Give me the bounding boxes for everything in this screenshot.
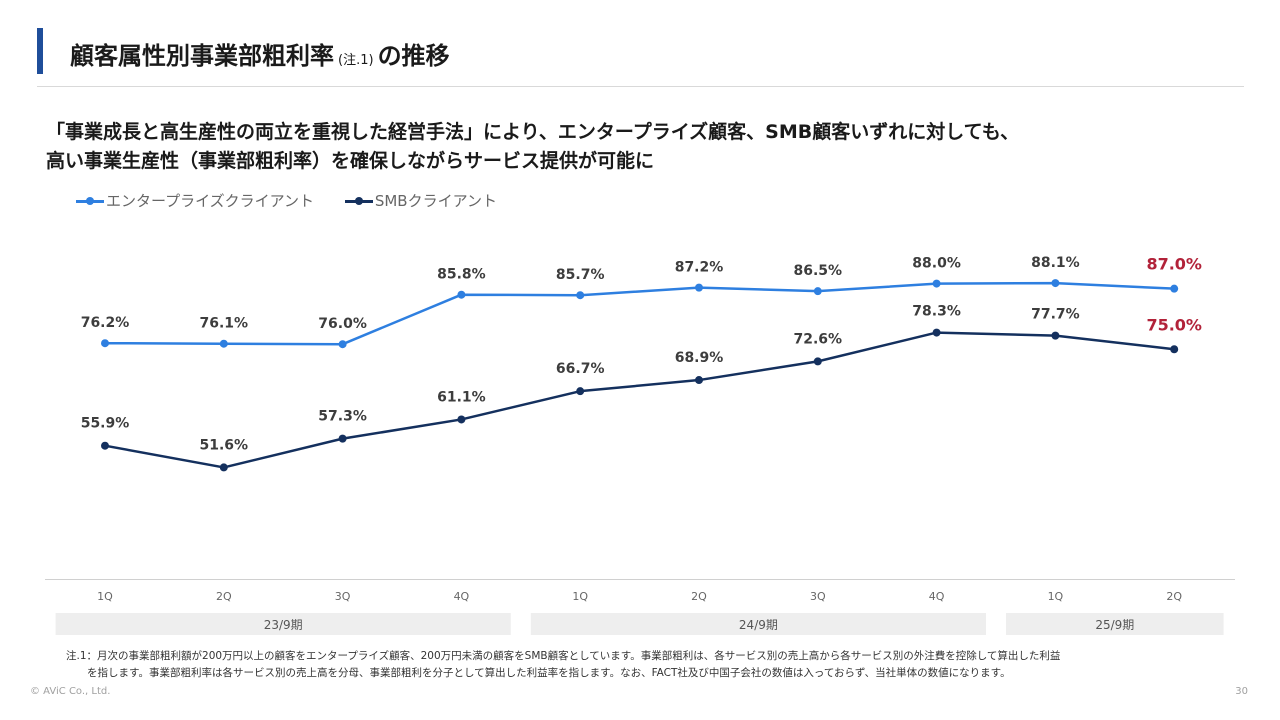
data-label-enterprise: 85.7% bbox=[556, 267, 605, 283]
data-point-enterprise bbox=[1051, 279, 1060, 288]
data-label-smb: 55.9% bbox=[81, 416, 130, 432]
x-tick-label: 4Q bbox=[929, 590, 945, 603]
data-point-smb bbox=[219, 463, 228, 472]
data-label-smb: 66.7% bbox=[556, 361, 605, 377]
data-point-smb bbox=[576, 387, 585, 396]
title-tail: の推移 bbox=[377, 42, 450, 70]
header-divider bbox=[37, 86, 1244, 87]
chart-legend: エンタープライズクライアント SMBクライアント bbox=[76, 190, 523, 211]
data-label-enterprise: 86.5% bbox=[794, 263, 843, 279]
data-point-enterprise bbox=[813, 287, 822, 296]
data-point-smb bbox=[932, 328, 941, 337]
copyright: © AViC Co., Ltd. bbox=[30, 686, 111, 697]
x-tick-label: 1Q bbox=[572, 590, 588, 603]
legend-label-enterprise: エンタープライズクライアント bbox=[106, 192, 315, 210]
data-label-enterprise: 76.2% bbox=[81, 315, 130, 331]
data-label-enterprise: 87.2% bbox=[675, 260, 724, 276]
data-point-enterprise bbox=[576, 291, 585, 300]
data-label-enterprise: 76.1% bbox=[200, 316, 249, 332]
title-accent-bar bbox=[37, 28, 43, 74]
legend-item-smb: SMBクライアント bbox=[344, 190, 497, 211]
x-tick-label: 4Q bbox=[454, 590, 470, 603]
data-label-enterprise: 85.8% bbox=[437, 267, 486, 283]
data-point-enterprise bbox=[219, 339, 228, 348]
period-label: 24/9期 bbox=[739, 618, 778, 632]
lead-text: 「事業成長と高生産性の両立を重視した経営手法」により、エンタープライズ顧客、SM… bbox=[46, 118, 1019, 176]
data-point-smb bbox=[1051, 331, 1060, 340]
series-line-enterprise bbox=[104, 281, 1175, 346]
footnote: 注.1：月次の事業部粗利額が200万円以上の顧客をエンタープライズ顧客、200万… bbox=[66, 650, 1061, 679]
data-label-smb: 68.9% bbox=[675, 350, 724, 366]
data-point-smb bbox=[695, 376, 703, 385]
legend-swatch-enterprise bbox=[76, 197, 104, 205]
data-label-smb: 61.1% bbox=[437, 389, 486, 405]
x-tick-label: 1Q bbox=[97, 590, 113, 603]
period-label: 23/9期 bbox=[264, 618, 303, 632]
data-point-enterprise bbox=[338, 340, 347, 349]
legend-swatch-smb bbox=[344, 197, 373, 205]
period-band bbox=[530, 613, 986, 635]
data-label-enterprise: 88.0% bbox=[912, 256, 961, 272]
data-label-enterprise: 76.0% bbox=[318, 316, 367, 332]
page-title: 顧客属性別事業部粗利率 (注.1) の推移 bbox=[70, 36, 450, 71]
title-main: 顧客属性別事業部粗利率 bbox=[70, 42, 334, 70]
data-point-smb bbox=[457, 415, 466, 424]
data-point-smb bbox=[101, 441, 109, 450]
data-label-smb: 72.6% bbox=[794, 331, 843, 347]
legend-label-smb: SMBクライアント bbox=[374, 192, 497, 210]
data-label-smb: 77.7% bbox=[1031, 307, 1080, 323]
data-label-enterprise: 88.1% bbox=[1031, 255, 1080, 271]
lead-line-1: 「事業成長と高生産性の両立を重視した経営手法」により、エンタープライズ顧客、SM… bbox=[46, 121, 1020, 143]
page-number: 30 bbox=[1235, 686, 1248, 697]
data-point-smb bbox=[813, 357, 822, 366]
legend-item-enterprise: エンタープライズクライアント bbox=[76, 190, 314, 211]
data-label-smb: 75.0% bbox=[1146, 315, 1202, 334]
period-band bbox=[55, 613, 511, 635]
series-line-smb bbox=[104, 331, 1175, 469]
lead-line-2: 高い事業生産性（事業部粗利率）を確保しながらサービス提供が可能に bbox=[46, 150, 655, 172]
data-point-smb bbox=[1170, 345, 1179, 354]
data-point-enterprise bbox=[932, 279, 941, 288]
data-point-enterprise bbox=[695, 283, 703, 292]
data-label-enterprise: 87.0% bbox=[1146, 255, 1202, 274]
title-note: (注.1) bbox=[338, 53, 374, 68]
data-label-smb: 57.3% bbox=[318, 409, 367, 425]
data-label-smb: 51.6% bbox=[200, 437, 249, 453]
x-tick-label: 2Q bbox=[1166, 590, 1182, 603]
x-tick-label: 2Q bbox=[216, 590, 232, 603]
x-tick-label: 3Q bbox=[810, 590, 826, 603]
x-tick-label: 2Q bbox=[691, 590, 707, 603]
data-label-smb: 78.3% bbox=[912, 304, 961, 320]
x-tick-label: 1Q bbox=[1048, 590, 1064, 603]
period-band bbox=[1006, 613, 1224, 635]
x-tick-label: 3Q bbox=[335, 590, 351, 603]
period-label: 25/9期 bbox=[1095, 618, 1134, 632]
data-point-enterprise bbox=[101, 339, 109, 348]
data-point-enterprise bbox=[1170, 284, 1179, 293]
data-point-smb bbox=[338, 434, 347, 443]
data-point-enterprise bbox=[457, 290, 466, 299]
